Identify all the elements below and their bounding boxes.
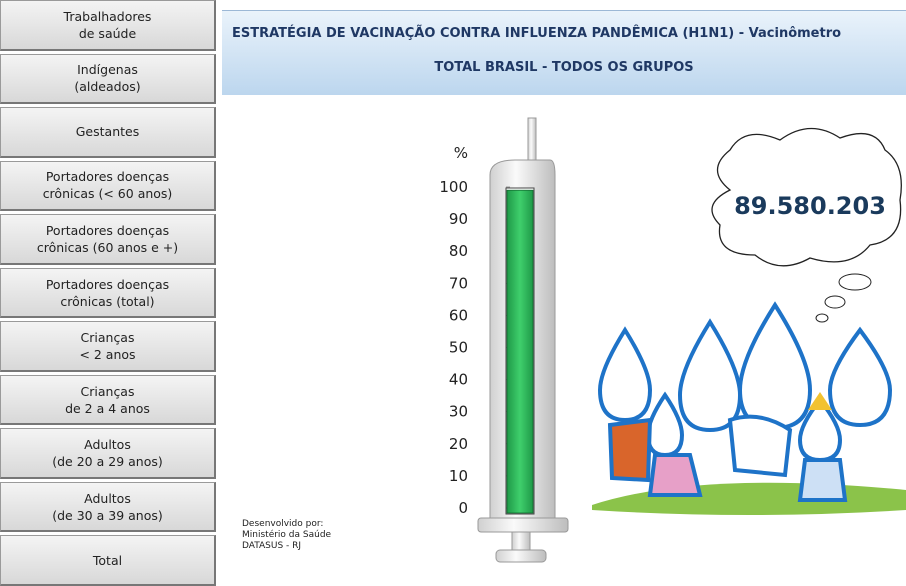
plunger-head	[495, 549, 547, 563]
menu-label: Adultos	[84, 490, 131, 506]
menu-button[interactable]: Total	[0, 535, 216, 586]
menu-label: Portadores doenças	[45, 222, 170, 238]
tick-label: 50	[449, 339, 468, 357]
plunger	[511, 531, 531, 553]
mascots	[597, 301, 893, 502]
grass	[592, 482, 906, 515]
menu-label: Crianças	[80, 330, 135, 346]
tick-label: 40	[449, 371, 468, 389]
menu-label: (de 30 a 39 anos)	[52, 507, 163, 523]
menu-label: Portadores doenças	[45, 169, 170, 185]
menu-label: crônicas (total)	[60, 293, 155, 309]
menu-label: Portadores doenças	[45, 276, 170, 292]
menu-label: < 2 anos	[79, 347, 136, 363]
tick-label: 30	[449, 403, 468, 421]
menu: Trabalhadores de saúde Indígenas (aldeados)…	[0, 0, 216, 586]
menu-button[interactable]: Crianças < 2 anos	[0, 321, 216, 372]
flange	[477, 517, 569, 533]
menu-label: Crianças	[80, 383, 135, 399]
cloud-bubble	[838, 273, 872, 291]
unit-label: %	[454, 144, 468, 162]
party-hat	[808, 392, 832, 410]
menu-label: crônicas (< 60 anos)	[42, 186, 173, 202]
menu-label: crônicas (60 anos e +)	[36, 239, 179, 255]
footer-text: DATASUS - RJ	[242, 541, 301, 551]
menu-label: de 2 a 4 anos	[65, 400, 150, 416]
menu-button[interactable]: Gestantes	[0, 107, 216, 158]
header: ESTRATÉGIA DE VACINAÇÃO CONTRA INFLUENZA…	[222, 10, 906, 95]
menu-button[interactable]: Trabalhadores de saúde	[0, 0, 216, 51]
tick-label: 10	[449, 467, 468, 485]
menu-label: Gestantes	[75, 124, 140, 140]
menu-button[interactable]: Adultos (de 30 a 39 anos)	[0, 481, 216, 533]
thought-cloud	[711, 127, 902, 267]
tick-label: 70	[449, 274, 468, 292]
footer-text: Desenvolvido por:	[242, 519, 323, 529]
tick-label: 0	[458, 499, 468, 517]
menu-button[interactable]: Portadores doenças crônicas (total)	[0, 267, 216, 319]
tick-label: 100	[439, 178, 468, 196]
tick-label: 80	[449, 242, 468, 260]
needle	[527, 117, 537, 167]
total-count: 89.580.203	[734, 192, 886, 220]
footer-text: Ministério da Saúde	[242, 529, 332, 540]
menu-button[interactable]: Adultos (de 20 a 29 anos)	[0, 428, 216, 479]
menu-label: (de 20 a 29 anos)	[52, 454, 163, 470]
menu-label: Indígenas	[77, 62, 138, 78]
tick-label: 60	[449, 306, 468, 324]
tick-label: 20	[449, 435, 468, 453]
cloud-bubble	[824, 295, 846, 309]
title: ESTRATÉGIA DE VACINAÇÃO CONTRA INFLUENZA…	[232, 26, 842, 41]
menu-button[interactable]: Portadores doenças crônicas (< 60 anos)	[0, 160, 216, 212]
menu-label: (aldeados)	[74, 79, 141, 95]
barrel	[489, 159, 556, 521]
tick-label: 90	[449, 210, 468, 228]
menu-button[interactable]: Portadores doenças crônicas (60 anos e +)	[0, 214, 216, 265]
menu-label: Total	[92, 552, 123, 568]
subtitle: TOTAL BRASIL - TODOS OS GRUPOS	[434, 60, 694, 75]
gauge-fill	[506, 189, 534, 514]
cloud-bubble	[815, 313, 829, 323]
menu-label: Adultos	[84, 437, 131, 453]
menu-button[interactable]: Crianças de 2 a 4 anos	[0, 374, 216, 426]
gauge-track	[505, 187, 535, 515]
menu-label: Trabalhadores	[63, 8, 152, 24]
menu-button[interactable]: Indígenas (aldeados)	[0, 53, 216, 105]
menu-label: de saúde	[78, 25, 137, 41]
